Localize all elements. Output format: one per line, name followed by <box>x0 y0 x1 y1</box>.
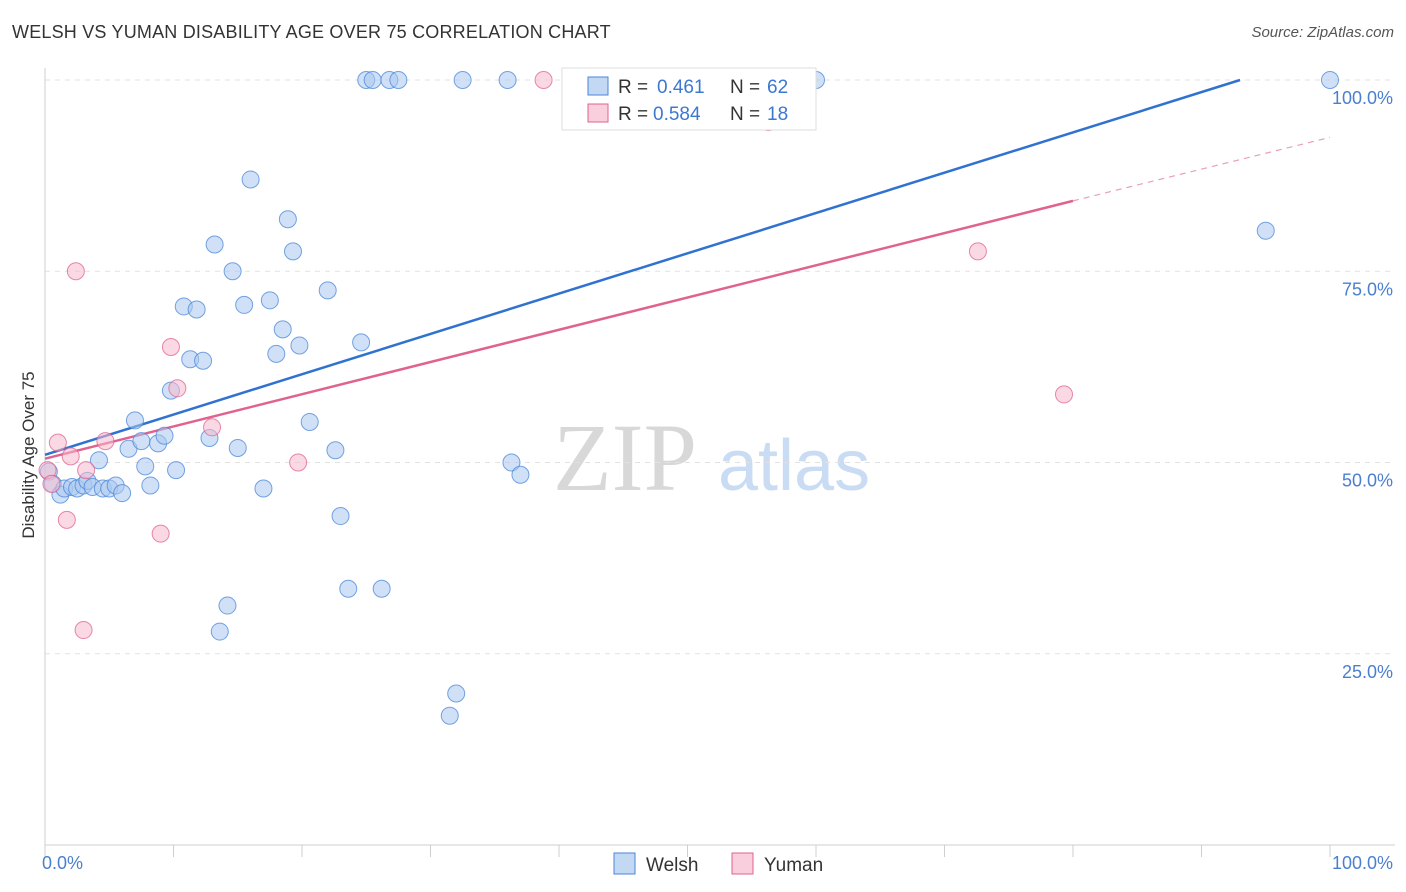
yuman-point <box>203 418 222 437</box>
yuman-point <box>1055 385 1074 404</box>
welsh-point <box>194 351 213 370</box>
trend-lines <box>44 78 1331 460</box>
x-tick-label-max: 100.0% <box>1332 853 1393 873</box>
yuman-point <box>77 461 96 480</box>
yuman-point <box>289 453 308 472</box>
welsh-point <box>228 438 247 457</box>
welsh-point <box>113 484 132 503</box>
welsh-point <box>187 300 206 319</box>
welsh-point <box>167 461 186 480</box>
legend-yuman-swatch <box>587 103 609 123</box>
welsh-point <box>331 507 350 526</box>
welsh-point <box>278 210 297 229</box>
yuman-point <box>161 337 180 356</box>
y-tick-label: 50.0% <box>1342 471 1393 491</box>
welsh-point <box>498 71 517 89</box>
yuman-point <box>48 433 67 452</box>
welsh-point <box>511 465 530 484</box>
bottom-legend-yuman-swatch <box>731 852 754 875</box>
bottom-legend-welsh-label: Welsh <box>646 855 698 876</box>
legend-welsh-r-value: 0.461 <box>657 77 705 98</box>
yuman-point <box>74 621 93 640</box>
yuman-point <box>168 379 187 398</box>
legend-yuman-r-value: 0.584 <box>653 104 701 125</box>
yuman-point <box>96 432 115 451</box>
y-tick-labels: 25.0% 50.0% 75.0% 100.0% <box>1332 88 1393 682</box>
yuman-point <box>57 510 76 529</box>
welsh-point <box>440 706 459 725</box>
welsh-point <box>389 71 408 89</box>
y-axis-title: Disability Age Over 75 <box>19 371 38 538</box>
y-tick-label: 75.0% <box>1342 279 1393 299</box>
y-tick-label: 100.0% <box>1332 88 1393 108</box>
welsh-trend-line <box>44 78 1241 457</box>
legend-welsh-r-label: R = <box>618 77 648 98</box>
watermark-atlas: atlas <box>718 426 870 506</box>
yuman-trend-extension <box>1072 136 1331 202</box>
welsh-point <box>502 453 521 472</box>
welsh-point <box>132 432 151 451</box>
welsh-point <box>363 71 382 89</box>
welsh-point <box>141 476 160 495</box>
welsh-point <box>447 684 466 703</box>
welsh-point <box>241 170 260 189</box>
legend-yuman-n-value: 18 <box>767 104 788 125</box>
yuman-point <box>151 524 170 543</box>
welsh-point <box>254 479 273 498</box>
welsh-point <box>205 235 224 254</box>
welsh-point <box>339 579 358 598</box>
legend: R = 0.461 N = 62 R = 0.584 N = 18 <box>561 67 817 131</box>
welsh-point <box>223 262 242 281</box>
welsh-point <box>372 579 391 598</box>
legend-welsh-n-value: 62 <box>767 77 788 98</box>
legend-welsh-n-label: N = <box>730 77 760 98</box>
legend-yuman-r-label: R = <box>618 104 648 125</box>
y-tick-label: 25.0% <box>1342 662 1393 682</box>
legend-yuman-n-label: N = <box>730 104 760 125</box>
yuman-point <box>61 447 80 466</box>
welsh-point <box>260 291 279 310</box>
welsh-point <box>300 412 319 431</box>
yuman-point <box>968 242 987 261</box>
welsh-point <box>267 344 286 363</box>
welsh-point <box>284 242 303 261</box>
welsh-point <box>89 451 108 470</box>
bottom-legend: Welsh Yuman <box>613 852 823 876</box>
x-tick-label-min: 0.0% <box>42 853 83 873</box>
welsh-point <box>125 411 144 430</box>
welsh-point <box>318 281 337 300</box>
welsh-point <box>273 320 292 339</box>
yuman-trend-line <box>44 199 1074 460</box>
watermark-zip: ZIP <box>553 404 697 511</box>
welsh-point <box>1321 71 1339 89</box>
axes <box>44 68 1395 857</box>
bottom-legend-welsh-swatch <box>613 852 636 875</box>
welsh-point <box>218 596 237 615</box>
welsh-point <box>136 457 155 476</box>
yuman-point <box>534 71 553 89</box>
yuman-point <box>42 474 61 493</box>
welsh-point <box>326 441 345 460</box>
bottom-legend-yuman-label: Yuman <box>764 855 823 876</box>
grid-lines <box>45 79 1395 655</box>
welsh-point <box>290 336 309 355</box>
welsh-point <box>235 295 254 314</box>
chart-title: WELSH VS YUMAN DISABILITY AGE OVER 75 CO… <box>12 22 611 42</box>
source-label: Source: ZipAtlas.com <box>1251 24 1394 41</box>
data-points <box>38 71 1339 725</box>
welsh-point <box>453 71 472 89</box>
yuman-point <box>66 262 85 281</box>
welsh-point <box>1256 221 1275 240</box>
welsh-point <box>210 622 229 641</box>
welsh-point <box>155 426 174 445</box>
welsh-point <box>352 333 371 352</box>
legend-welsh-swatch <box>587 76 609 96</box>
